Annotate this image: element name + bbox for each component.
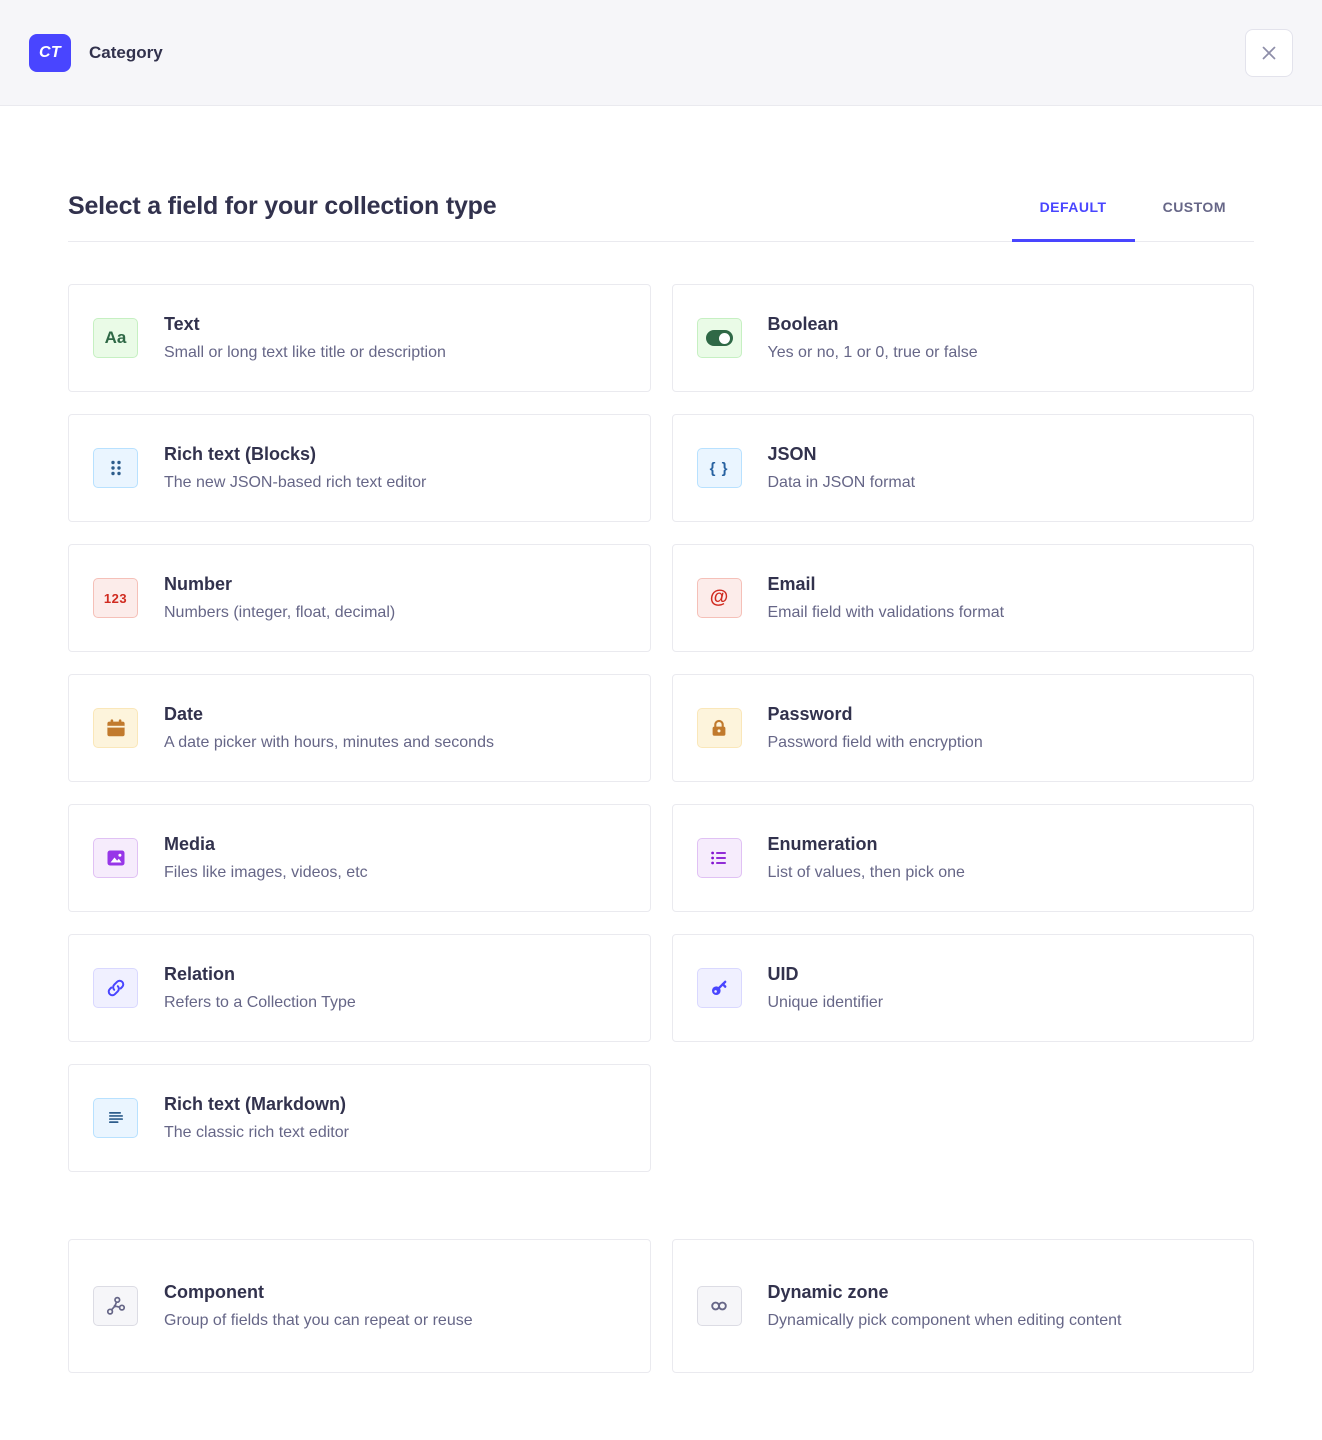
field-description: Email field with validations format [767,604,1005,621]
field-description: Dynamically pick component when editing … [767,1312,1122,1329]
field-description: The classic rich text editor [164,1124,349,1141]
field-picker-modal: CT Category Select a field for your coll… [0,0,1322,1373]
field-card-dynamic-zone[interactable]: Dynamic zone Dynamically pick component … [671,1239,1254,1373]
boolean-toggle-icon [696,318,742,358]
field-title: Number [164,574,233,594]
drag-dots-icon [93,448,138,488]
field-description: Unique identifier [767,994,884,1011]
field-description: List of values, then pick one [767,864,965,881]
molecule-icon [93,1286,138,1326]
field-title: Email [767,574,816,594]
field-title: Boolean [767,314,839,334]
field-title: Rich text (Blocks) [164,444,317,464]
field-card-relation[interactable]: Relation Refers to a Collection Type [68,934,651,1042]
field-description: Small or long text like title or descrip… [164,344,446,361]
field-title: Text [164,314,200,334]
field-card-enumeration[interactable]: Enumeration List of values, then pick on… [671,804,1254,912]
number-123-icon: 123 [93,578,138,618]
field-grid-advanced: Component Group of fields that you can r… [68,1239,1254,1373]
content-type-badge: CT [29,33,71,72]
tab-bar: DEFAULT CUSTOM [1011,199,1254,242]
field-card-richtext-blocks[interactable]: Rich text (Blocks) The new JSON-based ri… [68,414,651,522]
field-description: Yes or no, 1 or 0, true or false [767,344,978,361]
field-card-number[interactable]: 123 Number Numbers (integer, float, deci… [68,544,651,652]
field-description: A date picker with hours, minutes and se… [164,734,494,751]
field-title: Rich text (Markdown) [164,1094,347,1114]
field-title: UID [767,964,799,984]
field-card-email[interactable]: @ Email Email field with validations for… [671,544,1254,652]
field-description: Numbers (integer, float, decimal) [164,604,396,621]
field-title: Media [164,834,216,854]
tab-custom[interactable]: CUSTOM [1135,199,1254,241]
align-left-icon [93,1098,138,1138]
field-card-uid[interactable]: UID Unique identifier [671,934,1254,1042]
curly-braces-icon: { } [696,448,742,488]
field-description: Refers to a Collection Type [164,994,356,1011]
field-card-json[interactable]: { } JSON Data in JSON format [671,414,1254,522]
field-title: Component [164,1282,264,1302]
key-icon [696,968,742,1008]
field-title: JSON [767,444,817,464]
page-title: Select a field for your collection type [68,192,497,220]
close-button[interactable] [1245,28,1293,77]
field-card-text[interactable]: Aa Text Small or long text like title or… [68,284,651,392]
field-description: Group of fields that you can repeat or r… [164,1312,473,1329]
field-description: Data in JSON format [767,474,916,491]
close-icon [1262,46,1276,59]
chain-link-icon [93,968,138,1008]
field-description: The new JSON-based rich text editor [164,474,427,491]
title-row: Select a field for your collection type … [68,192,1254,242]
field-title: Dynamic zone [767,1282,889,1302]
modal-header: CT Category [0,0,1322,106]
at-sign-icon: @ [696,578,742,618]
infinity-icon [696,1286,742,1326]
field-card-component[interactable]: Component Group of fields that you can r… [68,1239,651,1373]
image-icon [93,838,138,878]
field-card-media[interactable]: Media Files like images, videos, etc [68,804,651,912]
field-card-date[interactable]: Date A date picker with hours, minutes a… [68,674,651,782]
field-description: Password field with encryption [767,734,983,751]
text-aa-icon: Aa [93,318,138,358]
field-card-richtext-markdown[interactable]: Rich text (Markdown) The classic rich te… [68,1064,651,1172]
field-title: Password [767,704,853,724]
field-card-boolean[interactable]: Boolean Yes or no, 1 or 0, true or false [671,284,1254,392]
tab-default[interactable]: DEFAULT [1011,199,1135,242]
calendar-icon [93,708,138,748]
field-title: Date [164,704,204,724]
content-type-name: Category [89,42,163,62]
modal-body: Select a field for your collection type … [0,192,1322,1373]
field-title: Enumeration [767,834,878,854]
field-card-password[interactable]: Password Password field with encryption [671,674,1254,782]
bullet-list-icon [696,838,742,878]
header-left: CT Category [29,33,163,72]
field-grid: Aa Text Small or long text like title or… [68,284,1254,1172]
field-title: Relation [164,964,236,984]
field-description: Files like images, videos, etc [164,864,368,881]
lock-icon [696,708,742,748]
